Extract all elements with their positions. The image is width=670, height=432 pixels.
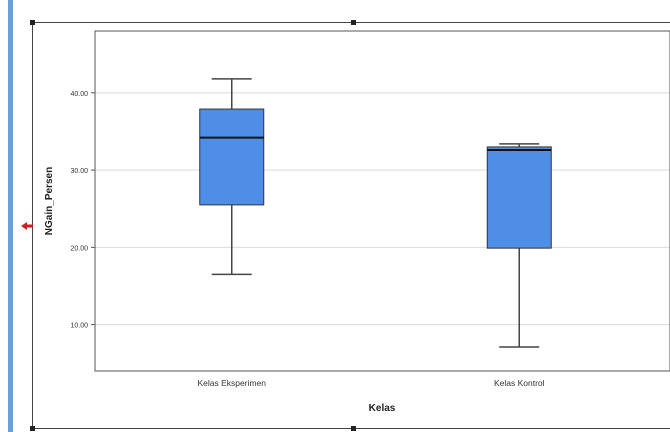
plot-frame bbox=[94, 30, 670, 372]
x-axis-title: Kelas bbox=[369, 403, 396, 414]
resize-handle-bottom-middle[interactable] bbox=[351, 426, 356, 431]
box-2 bbox=[486, 143, 552, 348]
y-tick-label-2: 30.00 bbox=[70, 168, 88, 175]
grid-lines bbox=[95, 92, 670, 326]
resize-handle-bottom-left[interactable] bbox=[30, 426, 35, 431]
y-tick-label-3: 40.00 bbox=[70, 91, 88, 98]
x-tick-label-1: Kelas Eksperimen bbox=[197, 378, 266, 388]
box-1 bbox=[199, 78, 265, 276]
y-axis-title: NGain_Persen bbox=[44, 167, 55, 235]
iqr-box bbox=[486, 146, 552, 249]
resize-handle-top-middle[interactable] bbox=[351, 20, 356, 25]
selection-side-bar bbox=[8, 0, 13, 432]
box-series bbox=[199, 78, 552, 348]
y-axis-ticks: 10.00 20.00 30.00 40.00 bbox=[70, 91, 95, 330]
iqr-box bbox=[199, 108, 265, 206]
y-tick-label-1: 20.00 bbox=[70, 245, 88, 252]
resize-handle-top-left[interactable] bbox=[30, 20, 35, 25]
selection-marker-icon[interactable] bbox=[21, 222, 33, 230]
y-tick-label-0: 10.00 bbox=[70, 323, 88, 330]
x-tick-label-2: Kelas Kontrol bbox=[494, 378, 545, 388]
x-axis-ticks: Kelas Eksperimen Kelas Kontrol bbox=[197, 378, 544, 388]
